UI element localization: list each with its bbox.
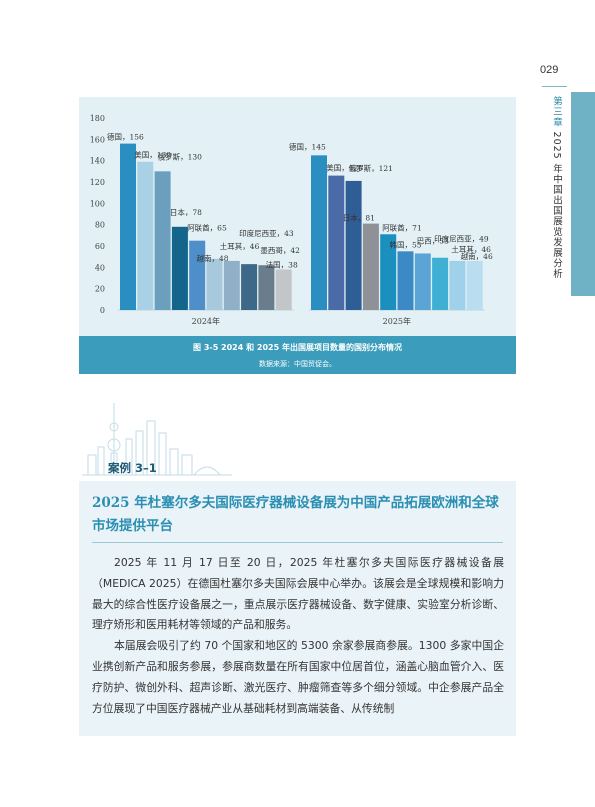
bar-data-label: 墨西哥，42 [260, 246, 300, 255]
bar [223, 260, 240, 310]
bar [275, 269, 292, 310]
bar [137, 161, 154, 310]
y-tick-label: 160 [90, 135, 105, 144]
figure-caption: 图 3-5 2024 和 2025 年出国展项目数量的国别分布情况 [193, 343, 402, 352]
bar-data-label: 巴西，53 [417, 236, 449, 245]
bar [466, 260, 483, 310]
bar-data-label: 越南，46 [461, 251, 493, 261]
skyline-illustration [82, 403, 232, 476]
group-label: 2024年 [192, 316, 220, 326]
figure-source: 数据来源：中国贸促会。 [259, 360, 336, 368]
bar-data-label: 德国，156 [107, 132, 144, 142]
y-tick-label: 40 [95, 263, 105, 272]
bar-data-label: 土耳其，46 [451, 244, 491, 254]
bar-data-label: 德国，145 [289, 141, 326, 151]
y-tick-label: 140 [90, 157, 105, 166]
case-label: 案例 3–1 [108, 461, 157, 475]
bar-data-label: 俄罗斯，121 [349, 163, 393, 173]
y-tick-label: 80 [95, 221, 105, 230]
bar [414, 253, 431, 310]
bar-data-label: 美国，139 [134, 150, 171, 160]
chapter-title: 2025 年中国出国展览发展分析 [551, 131, 562, 280]
caption-band [79, 336, 516, 374]
chapter-prefix: 第三章 [551, 96, 562, 128]
bar-data-label: 法国，38 [266, 259, 298, 269]
y-tick-label: 20 [95, 285, 105, 294]
case-divider [92, 542, 503, 543]
chapter-tab [571, 92, 595, 296]
case-paragraph: 2025 年 11 月 17 日至 20 日，2025 年杜塞尔多夫国际医疗器械… [92, 556, 504, 632]
bar-data-label: 阿联酋，65 [187, 223, 227, 233]
chapter-heading: 第三章 2025 年中国出国展览发展分析 [549, 96, 563, 279]
y-tick-label: 180 [90, 114, 105, 123]
bar [120, 143, 136, 310]
bar-data-label: 日本，78 [170, 207, 202, 217]
page-number: 029 [540, 64, 559, 76]
y-tick-label: 100 [90, 199, 105, 208]
group-label: 2025年 [383, 316, 411, 326]
bar [449, 260, 466, 310]
case-paragraph: 本届展会吸引了约 70 个国家和地区的 5300 余家参展商参展。1300 多家… [92, 639, 504, 715]
case-title: 2025 年杜塞尔多夫国际医疗器械设备展为中国产品拓展欧洲和全球市场提供平台 [92, 495, 499, 534]
y-tick-label: 60 [95, 242, 105, 251]
bar [397, 251, 414, 310]
bar [206, 258, 223, 310]
bar-chart: 020406080100120140160180德国，156美国，139俄罗斯，… [90, 114, 493, 326]
bar [311, 155, 327, 310]
bar-data-label: 日本，81 [343, 213, 375, 223]
bar-data-label: 土耳其，46 [220, 241, 260, 251]
bar-data-label: 印度尼西亚，49 [434, 234, 489, 244]
bar [241, 264, 258, 310]
bar [189, 240, 206, 310]
bar [328, 175, 345, 310]
case-box [79, 481, 516, 736]
chapter-divider [542, 86, 567, 87]
bar-data-label: 越南，48 [197, 253, 229, 263]
bar [345, 180, 362, 310]
bar [432, 257, 449, 310]
bar-data-label: 韩国，55 [390, 239, 422, 249]
bar-data-label: 俄罗斯，130 [158, 151, 203, 161]
chart-figure: 0 20 40 60 80 100 120 140 160 180 德国，156 美国，139 俄罗斯，… [79, 97, 516, 374]
y-tick-label: 120 [90, 178, 105, 187]
bar [258, 265, 275, 310]
bar [154, 171, 171, 310]
bar [380, 234, 397, 310]
bar-data-label: 美国，126 [326, 163, 363, 173]
bar [171, 226, 188, 310]
y-tick-label: 0 [100, 306, 105, 315]
bar-data-label: 阿联酋，71 [382, 222, 422, 232]
bar [362, 223, 379, 310]
bar-data-label: 印度尼西亚，43 [239, 228, 294, 238]
case-body: 2025 年 11 月 17 日至 20 日，2025 年杜塞尔多夫国际医疗器械… [92, 553, 504, 719]
